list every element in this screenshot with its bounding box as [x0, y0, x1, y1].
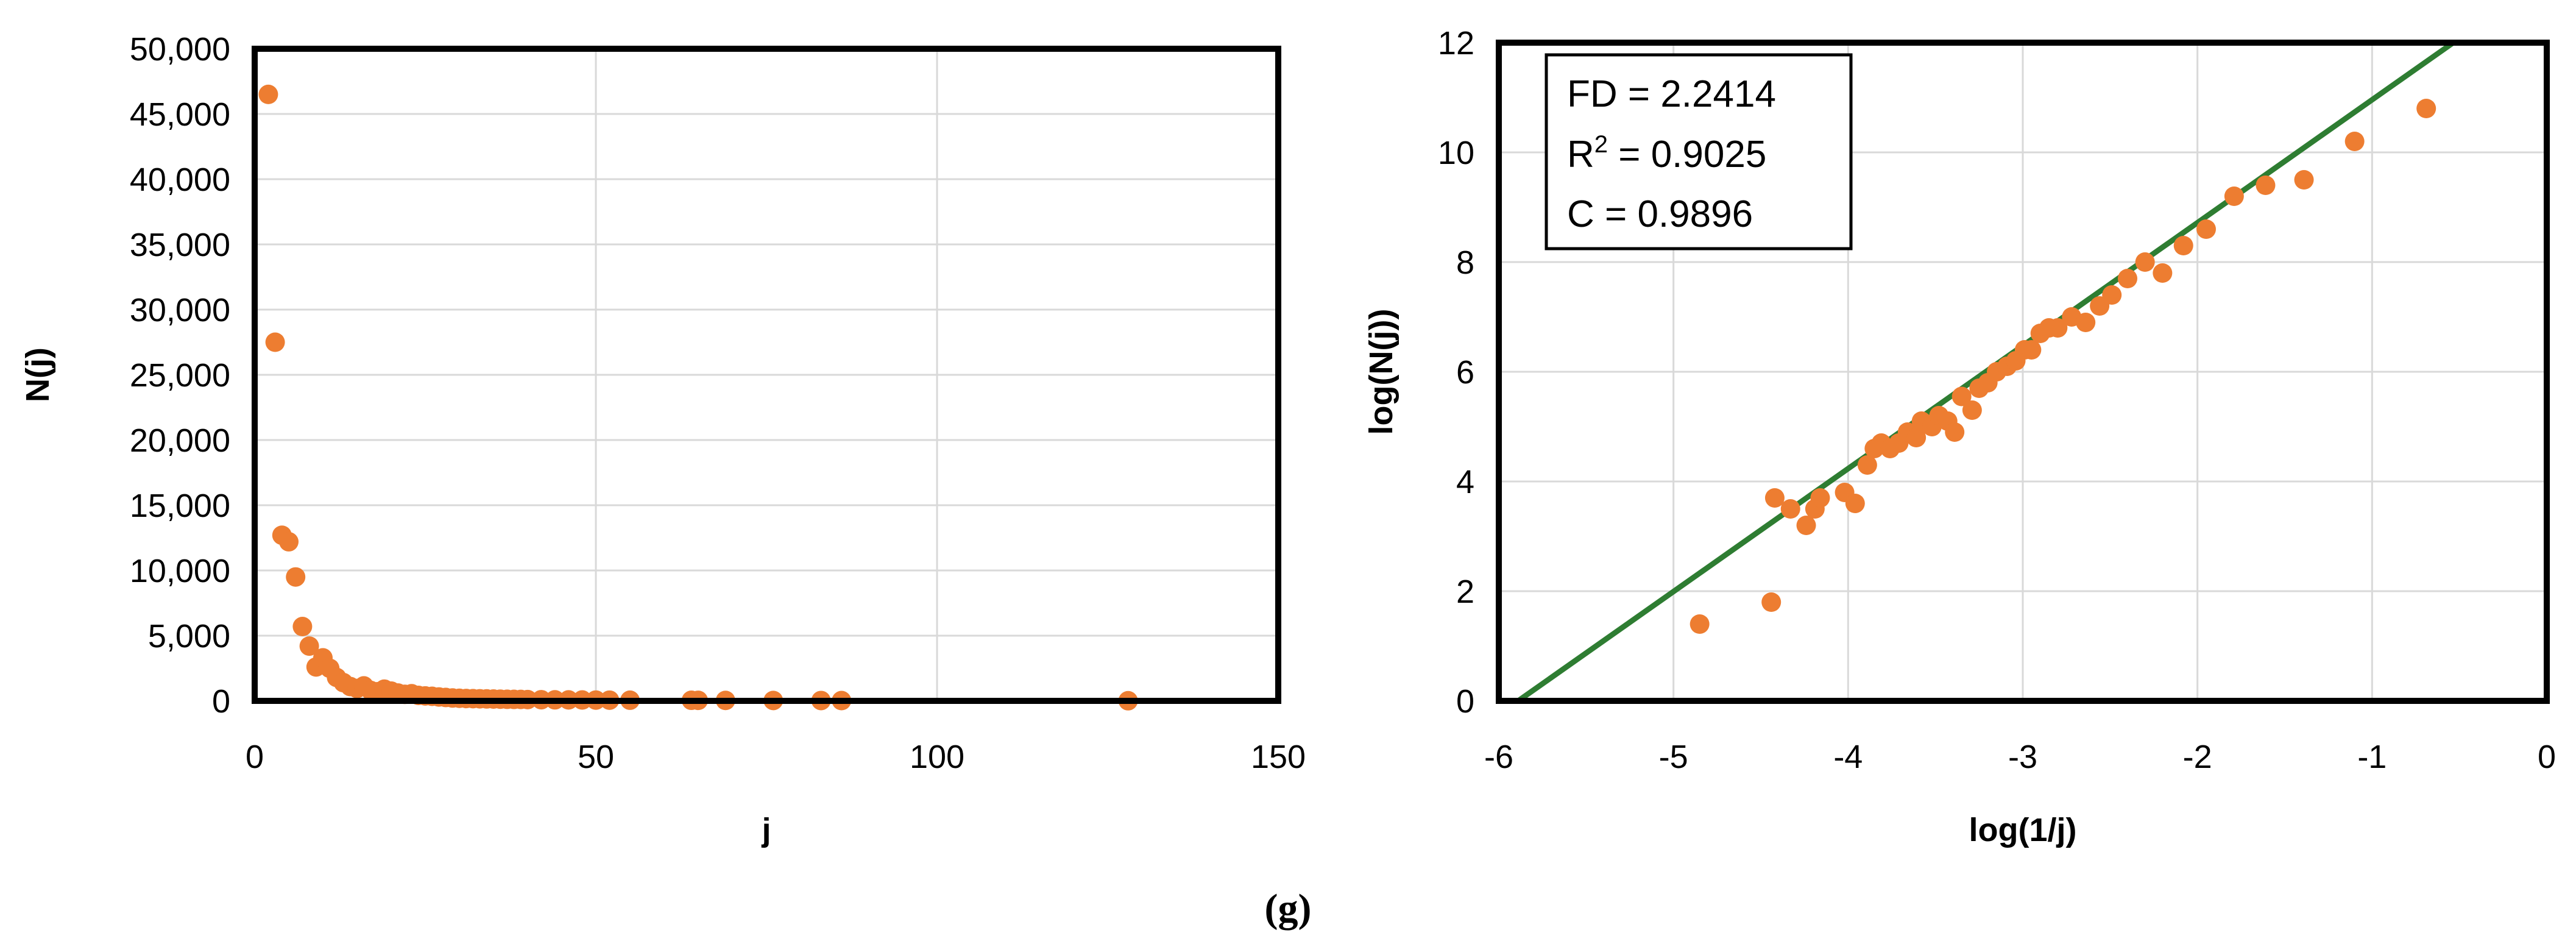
right-data-point — [2256, 176, 2276, 195]
left-y-tick-label: 30,000 — [130, 292, 230, 328]
right-x-tick-label: -5 — [1659, 739, 1688, 775]
left-y-axis-label: N(j) — [19, 347, 56, 402]
stat-c-value: 0.9896 — [1637, 193, 1753, 235]
left-grid — [253, 48, 1279, 702]
left-y-tick-label: 45,000 — [130, 96, 230, 133]
right-data-point — [1690, 614, 1710, 634]
left-x-tick-labels: 0 50 100 150 — [246, 739, 1306, 775]
right-data-point — [1906, 428, 1927, 447]
right-data-point — [2294, 170, 2314, 190]
right-y-tick-label: 10 — [1438, 135, 1474, 171]
figure-caption: (g) — [1265, 886, 1312, 931]
right-data-point — [1857, 455, 1877, 475]
right-x-tick-label: -1 — [2357, 739, 2387, 775]
right-x-tick-label: 0 — [2538, 739, 2556, 775]
stat-c: C = 0.9896 — [1567, 193, 1753, 235]
right-x-tick-label: -4 — [1833, 739, 1863, 775]
left-y-tick-label: 50,000 — [130, 31, 230, 68]
right-scatter-chart: -6 -5 -4 -3 -2 -1 0 0 2 4 6 8 10 12 log(1/j) log(N(j… — [1363, 25, 2556, 848]
right-y-tick-label: 0 — [1456, 683, 1474, 720]
stat-r2: R2 = 0.9025 — [1567, 131, 1766, 176]
stat-r2-superscript: 2 — [1594, 131, 1608, 158]
left-data-point — [258, 84, 278, 104]
stats-box-frame — [1545, 53, 1853, 250]
right-data-point — [1962, 400, 1982, 420]
right-data-point — [2224, 186, 2244, 206]
right-data-point — [1845, 494, 1865, 513]
right-data-point — [2048, 318, 2068, 338]
left-data-point — [292, 617, 313, 637]
right-x-tick-label: -3 — [2008, 739, 2037, 775]
right-data-point — [2102, 285, 2122, 305]
right-x-tick-labels: -6 -5 -4 -3 -2 -1 0 — [1484, 739, 2556, 775]
left-x-tick-label: 50 — [578, 739, 614, 775]
left-y-tick-label: 25,000 — [130, 357, 230, 394]
right-data-point — [2022, 340, 2042, 360]
left-x-tick-label: 100 — [910, 739, 964, 775]
right-data-point — [1951, 386, 1972, 407]
right-data-point — [2344, 132, 2365, 151]
stats-box: FD = 2.2414 R2 = 0.9025 C = 0.9896 — [1545, 53, 1853, 250]
left-y-tick-label: 20,000 — [130, 422, 230, 459]
right-data-point — [1796, 516, 1816, 535]
right-y-tick-labels: 0 2 4 6 8 10 12 — [1438, 25, 1474, 720]
right-data-point — [2416, 99, 2436, 118]
right-data-point — [2173, 236, 2193, 255]
right-y-tick-label: 8 — [1456, 244, 1474, 281]
right-data-point — [1764, 488, 1785, 508]
right-data-point — [1945, 422, 1965, 442]
left-data-point — [279, 531, 299, 552]
left-x-tick-label: 150 — [1251, 739, 1306, 775]
left-y-tick-label: 35,000 — [130, 227, 230, 263]
left-y-tick-labels: 0 5,000 10,000 15,000 20,000 25,000 30,000 35,0… — [130, 31, 230, 720]
right-x-axis-label: log(1/j) — [1969, 812, 2077, 848]
left-scatter-chart: 0 50 100 150 0 5,000 10,000 15,000 20,000 25,000… — [19, 31, 1306, 848]
left-plot-frame — [252, 46, 1281, 704]
stat-r2-value: 0.9025 — [1651, 133, 1767, 176]
right-data-point — [2153, 263, 2173, 283]
right-y-axis-label: log(N(j)) — [1363, 309, 1399, 435]
right-y-tick-label: 6 — [1456, 354, 1474, 391]
left-x-tick-label: 0 — [246, 739, 264, 775]
stat-fd-label: FD — [1567, 73, 1618, 115]
left-y-tick-label: 5,000 — [148, 618, 230, 655]
stat-fd: FD = 2.2414 — [1567, 73, 1776, 115]
stat-fd-value: 2.2414 — [1660, 73, 1776, 115]
left-data-point — [286, 567, 306, 587]
right-data-points — [1690, 99, 2436, 634]
left-y-tick-label: 10,000 — [130, 553, 230, 589]
left-y-tick-label: 40,000 — [130, 162, 230, 198]
right-data-point — [1780, 499, 1800, 519]
right-data-point — [2135, 252, 2155, 272]
stat-r2-label: R — [1567, 133, 1594, 176]
stat-c-label: C — [1567, 193, 1594, 235]
right-data-point — [1810, 488, 1830, 508]
right-data-point — [2076, 313, 2096, 332]
right-x-tick-label: -6 — [1484, 739, 1513, 775]
right-y-tick-label: 12 — [1438, 25, 1474, 62]
left-y-tick-label: 0 — [212, 683, 230, 720]
right-y-tick-label: 4 — [1456, 464, 1474, 500]
left-x-axis-label: j — [761, 812, 771, 848]
right-y-tick-label: 2 — [1456, 573, 1474, 610]
right-data-point — [2196, 219, 2216, 239]
right-data-point — [2118, 269, 2137, 288]
right-plot-frame — [1496, 40, 2550, 704]
left-y-tick-label: 15,000 — [130, 488, 230, 524]
left-data-point — [265, 332, 285, 352]
fit-line — [1516, 40, 2455, 703]
right-data-point — [1761, 592, 1782, 612]
left-data-point — [299, 636, 319, 656]
right-x-tick-label: -2 — [2183, 739, 2212, 775]
